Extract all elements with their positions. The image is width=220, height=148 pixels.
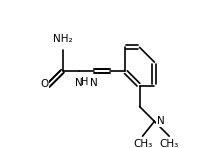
Text: CH₃: CH₃ bbox=[133, 139, 152, 148]
Text: H: H bbox=[81, 77, 89, 87]
Text: CH₃: CH₃ bbox=[160, 139, 179, 148]
Text: NH₂: NH₂ bbox=[53, 34, 72, 44]
Text: N: N bbox=[157, 116, 164, 126]
Text: N: N bbox=[75, 78, 83, 89]
Text: N: N bbox=[90, 78, 98, 89]
Text: O: O bbox=[40, 79, 48, 89]
